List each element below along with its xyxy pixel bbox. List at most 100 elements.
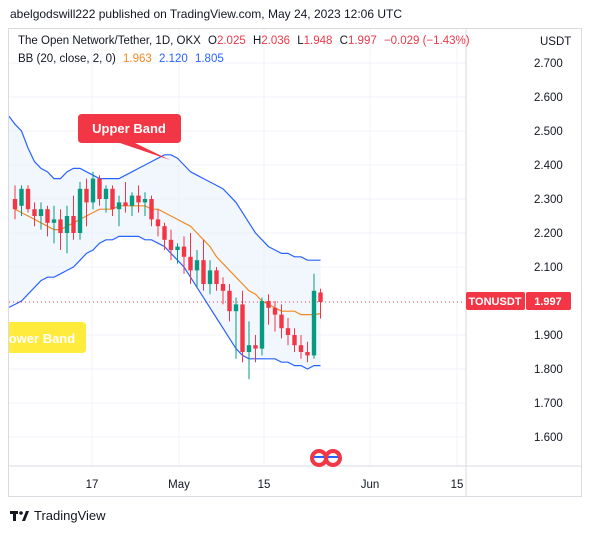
candle xyxy=(298,335,304,359)
candle xyxy=(233,297,239,359)
candle xyxy=(207,260,213,295)
change-value: −0.029 (−1.43%) xyxy=(383,35,470,47)
candle-body xyxy=(311,290,317,356)
candle-body xyxy=(181,246,187,257)
y-tick-label: 2.700 xyxy=(534,58,563,70)
candle xyxy=(194,250,200,288)
candle xyxy=(136,185,141,213)
candle-body xyxy=(38,209,44,216)
x-tick-label: Jun xyxy=(361,479,380,491)
ticker-tag: TONUSDT xyxy=(469,296,522,308)
candle-body xyxy=(149,199,154,220)
candle xyxy=(97,175,102,206)
x-tick-label: 17 xyxy=(86,479,99,491)
candle-body xyxy=(233,304,239,312)
y-tick-label: 1.900 xyxy=(534,330,563,342)
x-tick-label: May xyxy=(168,479,190,491)
upper-band-label: Upper Band xyxy=(92,121,166,136)
candle xyxy=(253,335,258,363)
close-label: C xyxy=(339,35,348,47)
bb-upper-value: 2.120 xyxy=(158,53,188,65)
candle xyxy=(71,195,76,240)
candle-body xyxy=(155,219,161,227)
events-icon[interactable] xyxy=(310,449,342,467)
chart-frame xyxy=(8,28,582,497)
time-axis[interactable]: 17 May 15 Jun 15 xyxy=(86,479,464,491)
y-tick-label: 2.600 xyxy=(534,92,563,104)
close-value: 1.997 xyxy=(347,35,377,47)
brand-name: TradingView xyxy=(34,508,106,523)
candle-body xyxy=(188,256,193,271)
candle xyxy=(220,277,226,305)
candle xyxy=(246,321,252,380)
open-value: 2.025 xyxy=(216,35,246,47)
price-axis[interactable]: 2.700 2.600 2.500 2.400 2.300 2.200 2.100 1.900… xyxy=(534,58,563,444)
candle-body xyxy=(227,290,232,312)
y-tick-label: 2.500 xyxy=(534,126,563,138)
candle xyxy=(168,229,174,261)
open-label: O xyxy=(208,35,217,47)
x-tick-label: 15 xyxy=(451,479,464,491)
candle xyxy=(51,205,57,244)
candle xyxy=(129,192,135,216)
price-tag: TONUSDT 1.997 xyxy=(466,292,571,310)
candle-body xyxy=(259,301,265,349)
candle xyxy=(188,233,193,284)
candle-body xyxy=(64,216,70,233)
candle xyxy=(318,288,323,319)
symbol-name[interactable]: The Open Network/Tether, 1D, OKX xyxy=(18,35,201,47)
high-value: 2.036 xyxy=(261,35,291,47)
candle xyxy=(103,185,109,213)
candle xyxy=(25,185,31,213)
candle xyxy=(175,243,180,264)
y-tick-label: 1.600 xyxy=(534,432,563,444)
candle xyxy=(305,341,310,363)
candle xyxy=(266,294,271,325)
candle-body xyxy=(266,301,271,308)
candle-body xyxy=(253,345,258,349)
currency-label: USDT xyxy=(540,36,571,48)
tradingview-footer[interactable]: TradingView xyxy=(10,508,106,523)
candle-body xyxy=(279,314,284,329)
candle xyxy=(142,192,148,216)
candle xyxy=(214,267,219,291)
candle-body xyxy=(220,284,226,291)
candle-body xyxy=(123,202,128,206)
candle-body xyxy=(71,216,76,233)
bb-label[interactable]: BB (20, close, 2, 0) xyxy=(18,53,116,65)
candle xyxy=(279,304,284,339)
candle-body xyxy=(84,188,89,203)
candle-body xyxy=(240,304,245,352)
candle xyxy=(64,205,70,254)
candle xyxy=(292,328,297,352)
x-tick-label: 15 xyxy=(258,479,271,491)
candle-body xyxy=(246,345,252,352)
low-label: L xyxy=(297,35,304,47)
candle-body xyxy=(305,352,310,356)
candle-body xyxy=(51,219,57,223)
candle-body xyxy=(285,328,291,335)
candle-body xyxy=(142,199,148,203)
candle xyxy=(181,236,187,274)
upper-band-line xyxy=(9,115,321,261)
candle xyxy=(90,171,96,210)
candle xyxy=(272,301,278,332)
candle xyxy=(201,239,206,291)
candle-body xyxy=(162,226,167,240)
candle-body xyxy=(103,188,109,199)
high-label: H xyxy=(252,35,262,47)
candles xyxy=(12,171,323,380)
candle-body xyxy=(45,209,50,223)
candle-body xyxy=(77,188,83,233)
candle xyxy=(77,182,83,240)
candle-body xyxy=(25,188,31,210)
y-tick-label: 2.300 xyxy=(534,194,563,206)
candle-body xyxy=(110,188,115,210)
candle xyxy=(12,185,18,220)
legend-row-ohlc: The Open Network/Tether, 1D, OKX O2.025 … xyxy=(18,35,474,47)
candle-body xyxy=(32,209,37,216)
candle xyxy=(227,284,232,322)
candle-body xyxy=(201,260,206,284)
candle-body xyxy=(12,199,18,210)
